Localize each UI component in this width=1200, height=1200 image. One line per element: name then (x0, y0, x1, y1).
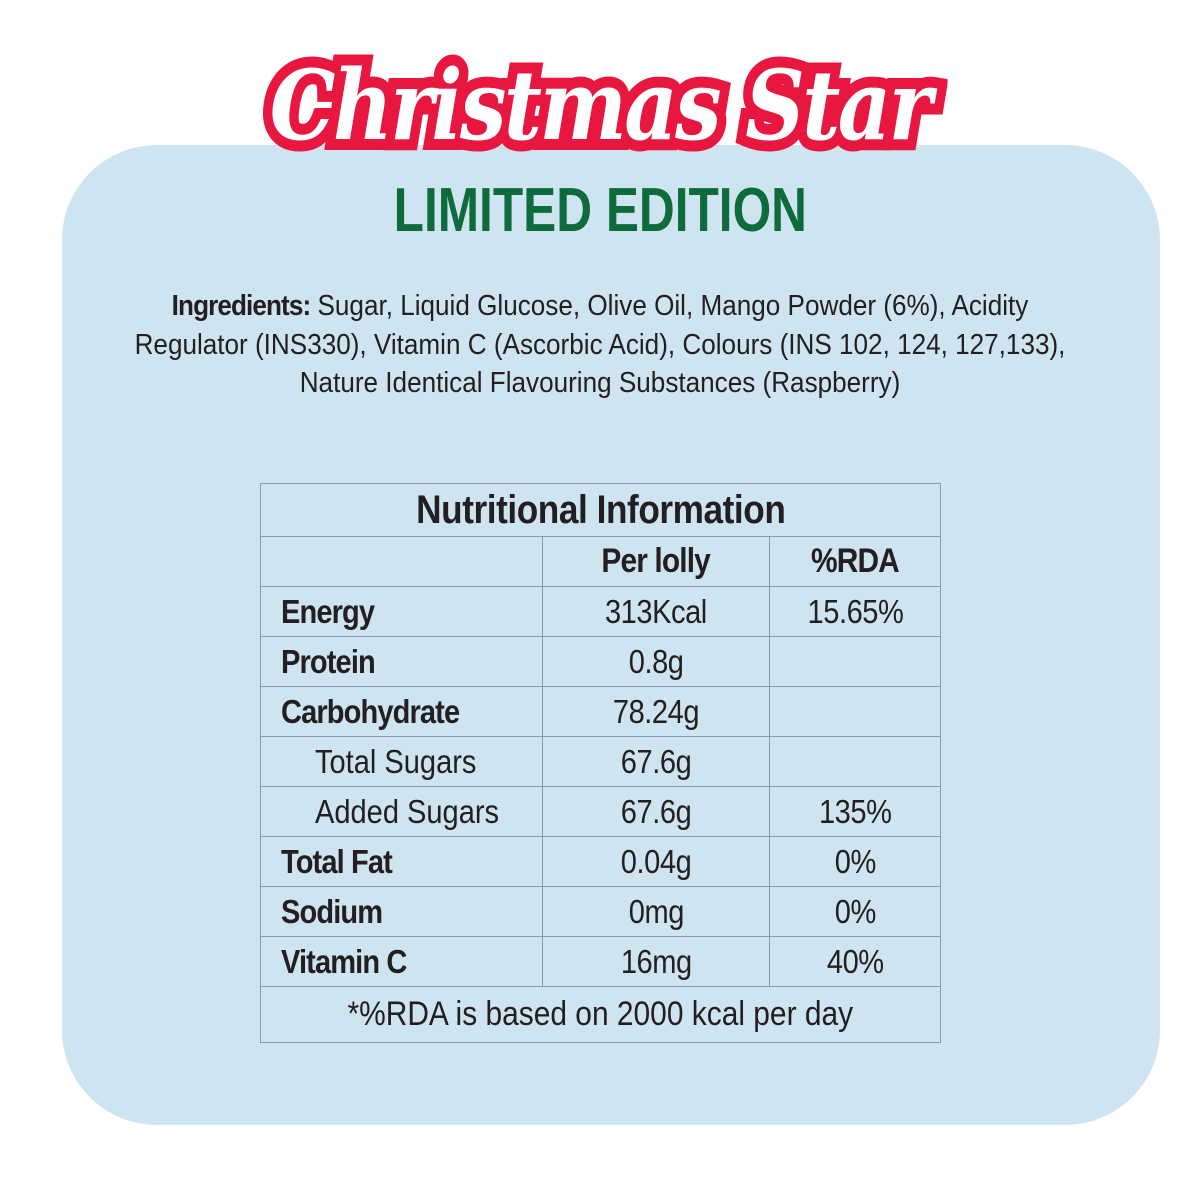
per-lolly-value: 0.8g (542, 636, 770, 687)
rda-footnote: *%RDA is based on 2000 kcal per day (347, 995, 854, 1033)
per-lolly-value: 313Kcal (542, 586, 770, 637)
table-row: Vitamin C 16mg 40% (260, 936, 942, 987)
table-row: Total Fat 0.04g 0% (260, 836, 942, 887)
per-lolly-value: 78.24g (542, 686, 770, 737)
nutrient-label: Vitamin C (260, 936, 543, 987)
rda-value (768, 686, 942, 737)
table-row: Added Sugars 67.6g 135% (260, 786, 942, 837)
ingredients-section: Ingredients: Sugar, Liquid Glucose, Oliv… (130, 287, 1070, 403)
nutrient-label: Sodium (260, 886, 543, 937)
nutrition-header-row: Per lolly %RDA (260, 536, 942, 587)
nutrition-footnote-row: *%RDA is based on 2000 kcal per day (259, 986, 942, 1043)
per-lolly-value: 0.04g (542, 836, 770, 887)
nutrient-label: Energy (260, 586, 543, 637)
rda-value: 0% (768, 836, 942, 887)
table-row: Carbohydrate 78.24g (260, 686, 942, 737)
header-rda-label: %RDA (811, 542, 900, 580)
table-row: Energy 313Kcal 15.65% (260, 586, 942, 637)
ingredients-text-block: Ingredients: Sugar, Liquid Glucose, Oliv… (132, 287, 1068, 403)
nutrient-label: Carbohydrate (260, 686, 543, 737)
nutrition-footnote-cell: *%RDA is based on 2000 kcal per day (259, 986, 942, 1043)
title-container: Christmas Star (0, 47, 1200, 165)
per-lolly-value: 0mg (542, 886, 770, 937)
rda-value (768, 636, 942, 687)
nutrient-sublabel: Total Sugars (260, 736, 543, 787)
rda-value: 40% (768, 936, 942, 987)
header-rda: %RDA (768, 536, 942, 587)
rda-value: 15.65% (768, 586, 942, 637)
rda-value: 135% (768, 786, 942, 837)
per-lolly-value: 67.6g (542, 736, 770, 787)
product-title: Christmas Star (261, 47, 942, 165)
ingredients-list: Sugar, Liquid Glucose, Olive Oil, Mango … (134, 290, 1066, 399)
rda-value (768, 736, 942, 787)
header-nutrient (260, 536, 543, 587)
nutrient-label: Total Fat (260, 836, 543, 887)
nutrition-title: Nutritional Information (415, 487, 786, 532)
per-lolly-value: 16mg (542, 936, 770, 987)
subtitle-container: LIMITED EDITION (0, 180, 1200, 242)
nutrition-title-cell: Nutritional Information (259, 483, 942, 537)
edition-subtitle: LIMITED EDITION (393, 176, 807, 245)
header-per-lolly-label: Per lolly (601, 542, 711, 580)
ingredients-label: Ingredients: (171, 290, 311, 322)
table-row: Total Sugars 67.6g (260, 736, 942, 787)
rda-value: 0% (768, 886, 942, 937)
table-row: Protein 0.8g (260, 636, 942, 687)
nutrient-sublabel: Added Sugars (260, 786, 543, 837)
per-lolly-value: 67.6g (542, 786, 770, 837)
nutrition-title-row: Nutritional Information (259, 483, 942, 537)
nutrient-label: Protein (260, 636, 543, 687)
table-row: Sodium 0mg 0% (260, 886, 942, 937)
header-per-lolly: Per lolly (542, 536, 770, 587)
nutrition-table: Nutritional Information Per lolly %RDA E… (259, 483, 942, 1043)
